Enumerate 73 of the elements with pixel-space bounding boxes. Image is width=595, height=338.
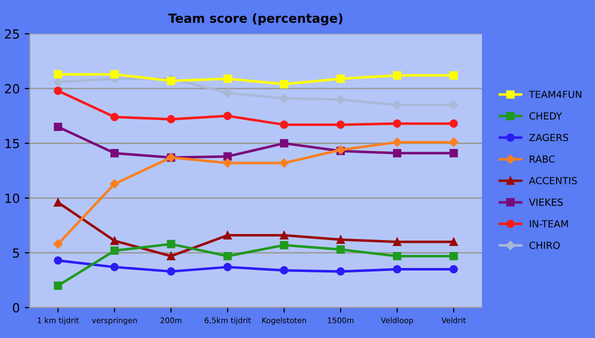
point <box>392 149 402 158</box>
y-tick-label: 5 <box>13 248 19 258</box>
point <box>450 71 458 80</box>
point <box>223 262 232 272</box>
point <box>450 149 458 158</box>
legend-label: ACCENTIS <box>528 176 577 184</box>
point <box>110 236 119 245</box>
legend-label: RABC <box>530 155 555 163</box>
point <box>450 238 458 246</box>
point <box>449 100 458 110</box>
point <box>336 74 345 83</box>
point <box>280 266 288 275</box>
point <box>280 120 288 129</box>
point <box>223 74 232 83</box>
point <box>336 267 345 276</box>
point <box>449 138 458 147</box>
point <box>110 70 119 78</box>
point <box>223 152 232 161</box>
y-tick-label: 25 <box>5 29 19 39</box>
point <box>54 198 62 207</box>
y-tick-label: 20 <box>5 84 20 94</box>
legend-label: CHIRO <box>529 242 560 249</box>
point <box>110 246 119 255</box>
point <box>280 80 288 88</box>
point <box>222 88 232 98</box>
point <box>280 231 288 240</box>
legend-label: VIEKES <box>528 198 563 206</box>
point <box>54 256 62 265</box>
point <box>110 262 119 272</box>
point <box>336 245 345 254</box>
legend-label: TEAM4FUN <box>528 90 582 98</box>
point <box>392 119 402 128</box>
point <box>223 252 232 260</box>
point <box>336 236 345 244</box>
point <box>54 70 62 78</box>
legend-label: ZAGERS <box>529 134 568 142</box>
point <box>110 112 119 122</box>
point <box>336 94 346 104</box>
point <box>223 112 232 120</box>
point <box>392 252 402 260</box>
chart-title: Team score (percentage) <box>168 13 342 26</box>
point <box>54 86 62 95</box>
point <box>280 139 288 148</box>
point <box>54 122 62 132</box>
point <box>392 265 402 274</box>
point <box>53 239 63 249</box>
point <box>450 119 458 128</box>
point <box>110 149 119 158</box>
y-tick-label: 15 <box>5 138 19 148</box>
point <box>450 265 458 274</box>
y-tick-label: 10 <box>5 194 20 203</box>
point <box>279 158 289 168</box>
point <box>392 238 402 246</box>
point <box>166 76 176 86</box>
legend-label: IN-TEAM <box>530 220 568 228</box>
point <box>336 120 345 129</box>
legend-label: CHEDY <box>529 112 562 120</box>
point <box>54 282 62 290</box>
point <box>392 138 402 147</box>
point <box>450 252 458 260</box>
point <box>280 240 288 250</box>
point <box>166 267 176 276</box>
point <box>223 231 232 240</box>
point <box>392 71 402 80</box>
point <box>279 94 289 104</box>
point <box>392 100 402 110</box>
point <box>53 77 63 87</box>
point <box>110 179 120 188</box>
point <box>166 240 176 248</box>
y-tick-label: 0 <box>12 303 20 313</box>
point <box>222 158 232 168</box>
point <box>166 252 176 260</box>
point <box>166 115 176 124</box>
